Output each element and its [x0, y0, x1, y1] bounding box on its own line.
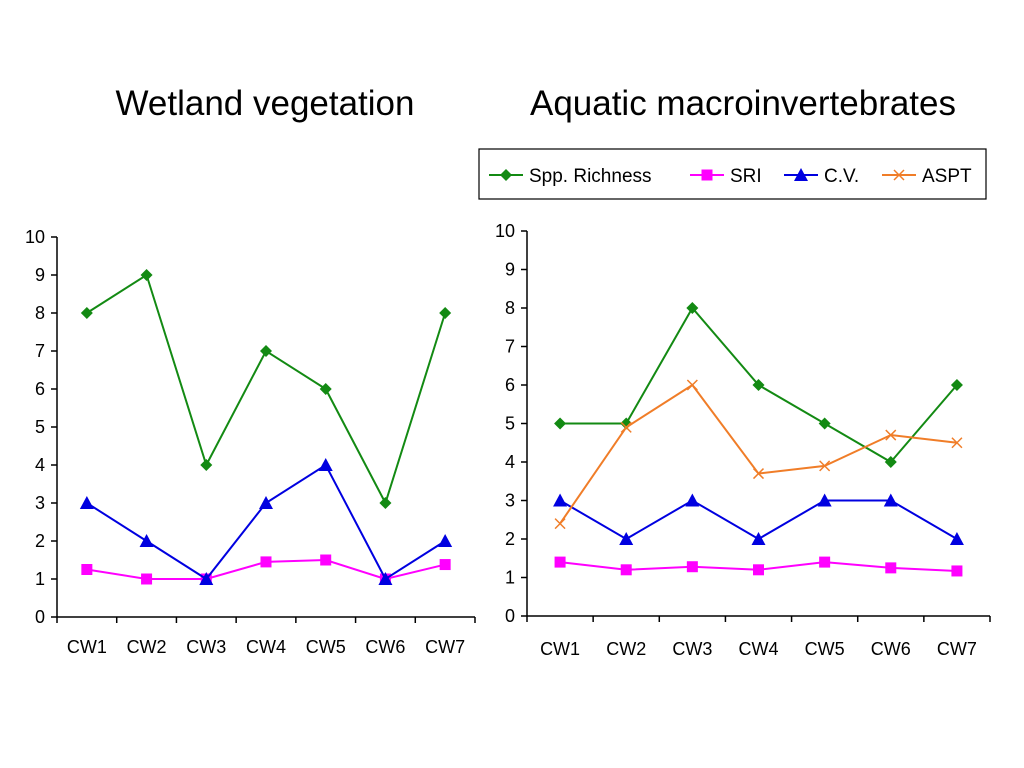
left-point-sri	[141, 573, 153, 585]
left-point-c-v	[318, 458, 333, 471]
legend-label-spp-richness: Spp. Richness	[529, 166, 652, 187]
left-y-tick-label: 4	[35, 455, 45, 475]
legend-marker-sri	[701, 169, 713, 181]
right-plot-area: 0 1 2 3 4 5 6 7 8 9 10 CW1 CW2 CW3 CW4 CW5 CW6 CW7	[495, 221, 991, 659]
left-point-spp-richness	[319, 383, 332, 395]
left-point-spp-richness	[260, 345, 272, 357]
left-y-tick-label: 3	[35, 493, 45, 513]
right-point-c-v	[817, 493, 832, 507]
right-x-tick-label: CW6	[871, 639, 911, 659]
left-point-c-v	[139, 534, 154, 547]
left-y-tick-label: 9	[35, 265, 45, 285]
left-series-line-spp-richness	[86, 273, 447, 506]
left-chart-title: Wetland vegetation	[115, 84, 414, 123]
left-y-tick-label: 7	[35, 341, 45, 361]
left-y-tick-label: 6	[35, 379, 45, 399]
left-x-tick-label: CW3	[186, 637, 226, 657]
left-y-tick-label: 2	[35, 531, 45, 551]
right-y-tick-label: 2	[505, 529, 515, 549]
left-point-sri	[81, 564, 93, 575]
right-point-c-v	[553, 493, 568, 507]
left-x-tick-label: CW2	[127, 637, 167, 657]
right-point-aspt	[819, 460, 831, 472]
right-point-sri	[753, 564, 764, 576]
right-point-c-v	[949, 532, 964, 545]
right-y-tick-label: 1	[505, 568, 515, 588]
right-point-c-v	[751, 532, 766, 545]
legend-marker-spp-richness	[500, 169, 512, 181]
right-chart-title: Aquatic macroinvertebrates	[530, 84, 956, 123]
right-x-tick-label: CW5	[805, 639, 845, 659]
left-x-tick-label: CW1	[67, 637, 107, 657]
left-y-tick-label: 1	[35, 569, 45, 589]
right-point-sri	[620, 564, 632, 576]
right-x-tick-label: CW1	[540, 639, 580, 659]
right-point-spp-richness	[686, 302, 699, 314]
right-y-tick-label: 10	[495, 221, 515, 241]
right-point-aspt	[554, 518, 566, 530]
right-point-spp-richness	[554, 417, 567, 430]
right-y-tick-label: 3	[505, 491, 515, 511]
left-point-c-v	[79, 496, 94, 509]
right-y-tick-label: 8	[505, 298, 515, 318]
left-x-tick-label: CW4	[246, 637, 286, 657]
right-point-spp-richness	[818, 417, 831, 430]
left-y-tick-label: 5	[35, 417, 45, 437]
right-x-tick-label: CW2	[606, 639, 646, 659]
legend-label-c-v: C.V.	[824, 166, 859, 187]
left-point-spp-richness	[140, 269, 153, 281]
right-point-aspt	[686, 379, 698, 391]
right-y-tick-label: 0	[505, 606, 515, 626]
left-y-tick-label: 0	[35, 607, 45, 627]
left-y-tick-label: 10	[25, 227, 45, 247]
right-point-c-v	[619, 532, 634, 545]
left-x-tick-label: CW6	[365, 637, 405, 657]
right-point-aspt	[885, 429, 897, 441]
right-point-sri	[686, 561, 698, 573]
right-point-spp-richness	[884, 456, 897, 468]
left-point-spp-richness	[80, 307, 93, 319]
right-point-sri	[819, 556, 831, 568]
right-y-tick-label: 6	[505, 375, 515, 395]
legend-label-aspt: ASPT	[922, 166, 972, 187]
left-point-c-v	[378, 572, 393, 585]
right-point-sri	[885, 562, 897, 574]
left-point-c-v	[259, 496, 273, 509]
right-point-sri	[554, 556, 566, 568]
left-point-sri	[439, 559, 451, 571]
legend-marker-c-v	[794, 168, 808, 181]
left-point-spp-richness	[200, 459, 213, 471]
right-y-tick-label: 9	[505, 260, 515, 280]
left-plot-area: 0 1 2 3 4 5 6 7 8 9 10 CW1 CW2 CW3 CW4 CW5 CW6 CW7	[25, 227, 476, 657]
right-point-sri	[951, 565, 963, 577]
left-x-tick-label: CW7	[425, 637, 465, 657]
right-x-tick-label: CW4	[739, 639, 779, 659]
right-point-aspt	[620, 421, 632, 433]
right-y-tick-label: 5	[505, 414, 515, 434]
legend-marker-aspt	[893, 169, 905, 181]
right-point-spp-richness	[752, 379, 765, 391]
right-x-tick-label: CW7	[937, 639, 977, 659]
left-point-sri	[260, 556, 272, 568]
right-point-c-v	[883, 493, 898, 507]
right-point-spp-richness	[950, 379, 963, 391]
legend-label-sri: SRI	[730, 166, 762, 187]
right-x-tick-label: CW3	[672, 639, 712, 659]
left-point-c-v	[438, 534, 453, 547]
right-point-c-v	[685, 493, 700, 507]
left-y-tick-label: 8	[35, 303, 45, 323]
left-point-spp-richness	[439, 307, 452, 319]
right-point-aspt	[752, 468, 765, 480]
left-point-c-v	[199, 572, 214, 585]
left-x-tick-label: CW5	[306, 637, 346, 657]
legend: Spp. Richness SRI C.V. ASPT	[478, 148, 987, 200]
right-y-tick-label: 4	[505, 452, 515, 472]
right-point-aspt	[951, 437, 963, 449]
left-point-sri	[320, 554, 332, 566]
left-point-spp-richness	[379, 497, 392, 509]
right-y-tick-label: 7	[505, 337, 515, 357]
